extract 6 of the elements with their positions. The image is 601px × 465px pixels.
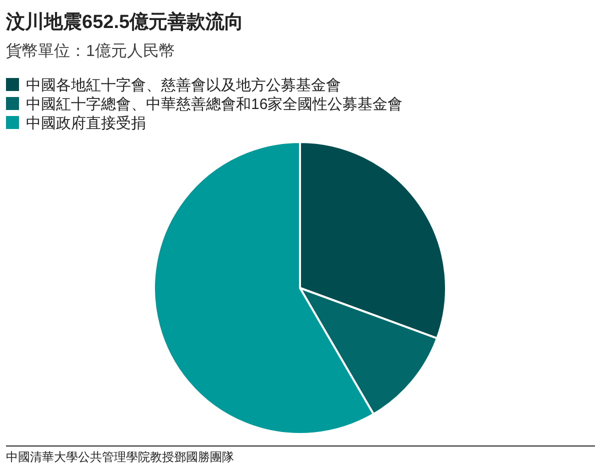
text: 中國清華大學公共管理學院教授鄧國勝團隊 <box>6 450 234 464</box>
legend-label: 中國紅十字總會、中華慈善總會和16家全國性公募基金會 <box>26 96 403 113</box>
chart-title: 汶川地震652.5億元善款流向 <box>5 11 244 33</box>
chart-subtitle: 貨幣單位：1億元人民幣 <box>6 42 175 60</box>
legend-label: 中國政府直接受捐 <box>26 115 146 132</box>
legend-label: 中國各地紅十字會、慈善會以及地方公募基金會 <box>26 77 341 94</box>
